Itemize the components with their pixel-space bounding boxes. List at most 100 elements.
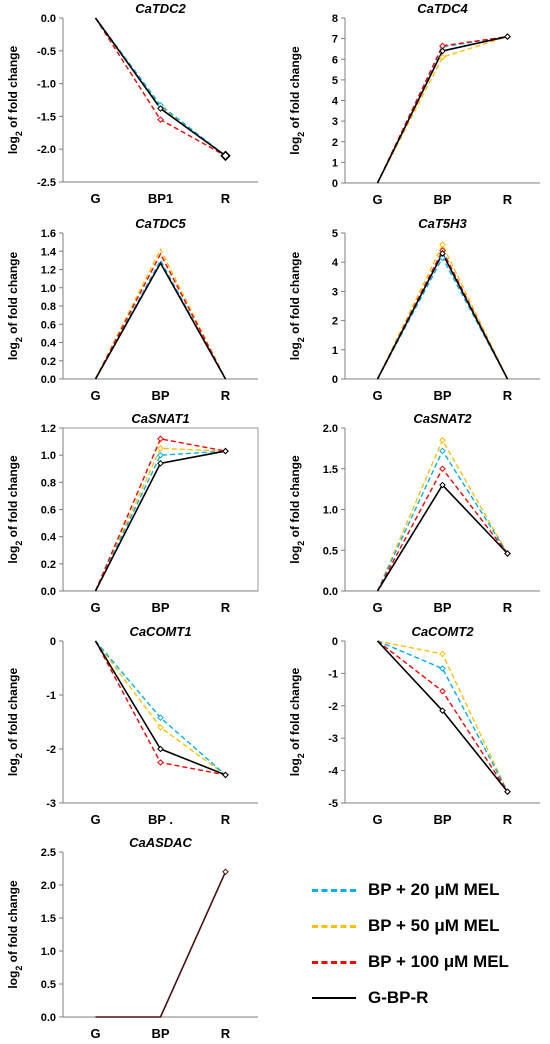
chart-8-series-3-point [439, 687, 446, 695]
chart-6-ytick-label: 1.5 [323, 464, 338, 476]
legend-label-bp-20: BP + 20 μM MEL [368, 880, 500, 899]
chart-4-title: CaT5H3 [418, 216, 467, 231]
chart-2-title: CaTDC4 [417, 1, 468, 16]
chart-9-ytick-label: 0.5 [41, 979, 56, 991]
legend-label-bp-50: BP + 50 μM MEL [368, 916, 500, 935]
chart-1-series-2-line [94, 17, 226, 157]
chart-5-ytick-label: 1.0 [41, 450, 56, 462]
chart-2-ytick-label: 1 [332, 157, 338, 169]
chart-1-title: CaTDC2 [135, 1, 186, 16]
chart-1-series-3-point [157, 116, 164, 123]
chart-8-series-2-line [377, 640, 509, 792]
chart-7-series-2-point [157, 724, 164, 731]
chart-7-ytick-label: -1 [46, 690, 56, 702]
chart-1-series-4-point [220, 150, 231, 161]
chart-3-ytick-label: 0.6 [41, 319, 56, 331]
chart-5-xtick-label: G [90, 600, 100, 615]
chart-6-xtick-label: R [503, 600, 513, 615]
chart-5-ytick-label: 0.4 [41, 532, 57, 544]
chart-5-xtick-label: BP [151, 600, 169, 615]
legend-item-bp-100: BP + 100 μM MEL [312, 944, 548, 980]
chart-3-ylabel: log2 of fold change [6, 252, 24, 361]
chart-4-xtick-label: G [372, 388, 382, 403]
chart-3-ytick-label: 1.4 [41, 246, 57, 258]
chart-2-ytick-label: 3 [332, 116, 338, 128]
chart-9-ytick-label: 1.0 [41, 946, 56, 958]
chart-6-series-4-point [439, 481, 446, 489]
legend-item-g-bp-r: G-BP-R [312, 980, 548, 1016]
chart-9-ytick-label: 2.0 [41, 880, 56, 892]
chart-5-series-2-line [94, 447, 226, 592]
chart-4-ytick-label: 2 [332, 316, 338, 328]
chart-6-ytick-label: 2.0 [323, 423, 338, 435]
chart-8-ytick-label: 0 [332, 636, 338, 648]
chart-3-title: CaTDC5 [135, 216, 186, 231]
chart-3-ytick-label: 0.4 [41, 338, 57, 350]
chart-6-series-2-point [439, 436, 446, 444]
chart-7-ytick-label: 0 [50, 636, 56, 648]
chart-3-ytick-label: 1.0 [41, 283, 56, 295]
chart-2-series-4-point [439, 47, 446, 55]
chart-1-series-4-point [157, 105, 164, 112]
chart-3-xtick-label: R [221, 388, 231, 403]
chart-7-series-4-point [222, 771, 229, 779]
chart-2-series-2-line [376, 35, 508, 184]
chart-2-ytick-label: 4 [332, 96, 339, 108]
chart-8-ytick-label: -5 [328, 798, 338, 810]
chart-5-title: CaSNAT1 [131, 411, 189, 426]
chart-4-xtick-label: BP [433, 388, 451, 403]
chart-8-ytick-label: -1 [328, 668, 338, 680]
chart-7-title: CaCOMT1 [129, 624, 191, 639]
chart-3-xtick-label: BP [151, 388, 169, 403]
chart-2-series-4-point [504, 33, 511, 40]
chart-3-ytick-label: 1.6 [41, 228, 56, 240]
chart-3-series-1-line [94, 258, 227, 380]
chart-5-ytick-label: 1.2 [41, 423, 56, 435]
chart-3-series-3-line [94, 252, 227, 380]
chart-4-xtick-label: R [503, 388, 513, 403]
chart-9-ylabel: log2 of fold change [6, 880, 24, 989]
chart-5-series-3-line [94, 438, 226, 592]
chart-1-ytick-label: -2.0 [37, 144, 56, 156]
chart-8-series-1-point [439, 665, 446, 672]
legend-swatch-bp-50 [312, 924, 356, 928]
chart-1-ytick-label: -1.5 [37, 111, 56, 123]
chart-8-series-3-line [377, 640, 509, 793]
chart-8-ytick-label: -3 [328, 733, 338, 745]
chart-8-title: CaCOMT2 [411, 624, 474, 639]
legend-label-g-bp-r: G-BP-R [368, 988, 429, 1007]
chart-5-ytick-label: 0.0 [41, 586, 56, 598]
chart-1-ytick-label: 0.0 [41, 13, 56, 25]
chart-2-ytick-label: 6 [332, 54, 338, 66]
chart-6-series-4-line [376, 483, 509, 592]
chart-7-series-1-point [157, 714, 164, 721]
legend-swatch-bp-20 [312, 888, 356, 892]
chart-2-ytick-label: 0 [332, 178, 338, 190]
chart-1-ylabel: log2 of fold change [6, 46, 24, 155]
chart-9-series-4-line [95, 871, 227, 1018]
chart-8-xtick-label: BP [433, 812, 451, 827]
chart-7-series-2-line [94, 640, 226, 776]
chart-3-ytick-label: 0.8 [41, 301, 56, 313]
chart-4-series-3-line [376, 248, 509, 380]
chart-9-ytick-label: 0.0 [41, 1012, 56, 1024]
chart-4-series-4-point [439, 250, 446, 257]
chart-8-ylabel: log2 of fold change [288, 668, 306, 777]
chart-5-ytick-label: 0.6 [41, 505, 56, 517]
chart-4-series-1-point [439, 254, 446, 262]
chart-2-ytick-label: 2 [332, 137, 338, 149]
chart-6-xtick-label: G [372, 600, 382, 615]
chart-9-ytick-label: 1.5 [41, 913, 56, 925]
chart-8-series-4-line [376, 640, 509, 793]
chart-7-xtick-label: G [90, 812, 100, 827]
chart-7-ytick-label: -3 [46, 798, 56, 810]
legend-item-bp-50: BP + 50 μM MEL [312, 908, 548, 944]
chart-6-ytick-label: 0.0 [323, 586, 338, 598]
chart-5-series-4-point [157, 460, 164, 467]
chart-4-ytick-label: 1 [332, 345, 338, 357]
chart-7-xtick-label: BP . [148, 812, 173, 827]
chart-4-ytick-label: 5 [332, 228, 338, 240]
chart-5-series-3-point [157, 435, 164, 443]
chart-4-ytick-label: 4 [332, 257, 339, 269]
